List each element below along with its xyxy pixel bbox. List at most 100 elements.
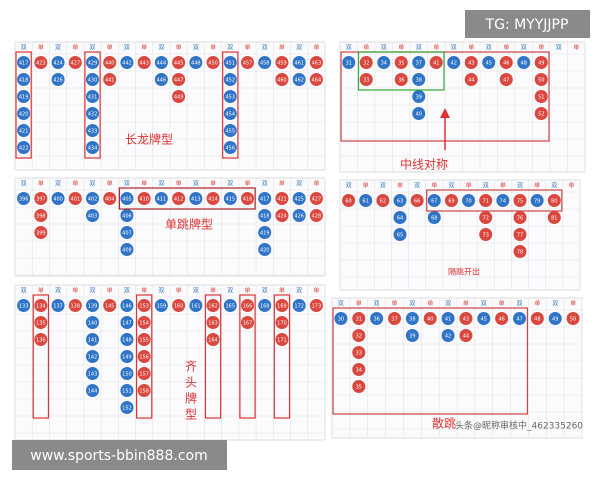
ball: [292, 73, 306, 86]
ball-label: 70: [465, 199, 471, 205]
ball: [359, 194, 373, 207]
ball-label: 160: [174, 304, 184, 310]
header-label: 单: [210, 44, 216, 52]
ball: [120, 384, 134, 397]
ball-label: 419: [260, 231, 270, 237]
header-label: 双: [521, 45, 527, 52]
header-label: 单: [503, 44, 509, 52]
ball-label: 71: [483, 199, 489, 205]
header-label: 双: [124, 288, 130, 295]
header-label: 单: [210, 180, 216, 188]
ball-label: 173: [312, 304, 322, 310]
header-label: 双: [338, 301, 344, 308]
ball: [376, 194, 390, 207]
ball: [86, 316, 99, 329]
ball: [206, 333, 220, 346]
ball-label: 405: [122, 197, 132, 203]
header-label: 单: [72, 287, 78, 295]
ball: [513, 228, 527, 241]
ball-label: 48: [521, 61, 527, 67]
ball: [120, 367, 134, 380]
ball: [423, 312, 437, 325]
ball: [86, 124, 99, 137]
ball: [137, 192, 151, 205]
panel: 双 单 双 单 双 单 双 单 双 单 双 单 双 单 60 61 62 63 64 65 66 67 68 69 70 71 72…: [339, 179, 581, 291]
ball-label: 34: [356, 368, 362, 374]
ball: [223, 73, 237, 86]
ball: [394, 56, 408, 69]
ball-label: 136: [36, 338, 46, 344]
header-label: 单: [72, 180, 78, 188]
ball: [154, 73, 168, 86]
ball-label: 433: [88, 129, 98, 135]
ball-label: 43: [463, 317, 469, 323]
ball-label: 145: [105, 304, 115, 310]
ball-label: 44: [468, 78, 474, 84]
ball-label: 408: [122, 248, 132, 254]
ball: [292, 192, 306, 205]
ball-label: 423: [36, 61, 46, 67]
ball: [120, 243, 134, 256]
ball-label: 37: [416, 61, 422, 67]
header-label: 单: [176, 44, 182, 52]
ball: [517, 56, 531, 69]
ball-label: 152: [122, 406, 132, 412]
ball: [172, 73, 186, 86]
ball-label: 458: [260, 61, 270, 67]
header-label: 单: [433, 44, 439, 52]
ball-label: 46: [498, 317, 504, 323]
ball: [137, 316, 151, 329]
ball-label: 427: [71, 61, 81, 67]
ball: [206, 56, 220, 69]
ball: [189, 299, 203, 312]
header-label: 单: [463, 300, 469, 308]
ball: [120, 56, 134, 69]
ball-label: 162: [208, 304, 218, 310]
header-label: 单: [534, 182, 540, 190]
ball: [86, 56, 99, 69]
ball-label: 48: [534, 317, 540, 323]
ball-label: 161: [191, 304, 201, 310]
ball-label: 149: [122, 355, 132, 361]
ball-label: 428: [312, 214, 322, 220]
ball: [120, 209, 134, 222]
ball: [258, 243, 272, 256]
ball-label: 462: [294, 78, 304, 84]
header-label: 双: [262, 288, 268, 295]
ball-label: 171: [277, 338, 287, 344]
ball: [412, 73, 426, 86]
ball-label: 63: [397, 199, 403, 205]
ball-label: 448: [191, 61, 201, 67]
header-label: 双: [89, 288, 95, 295]
header-label: 双: [262, 45, 268, 52]
header-label: 单: [107, 180, 113, 188]
ball-label: 399: [36, 231, 46, 237]
ball-label: 165: [226, 304, 236, 310]
header-label: 单: [38, 44, 44, 52]
header-label: 双: [551, 183, 557, 190]
header-label: 单: [313, 44, 319, 52]
ball: [462, 194, 476, 207]
ball: [482, 56, 496, 69]
ball-label: 459: [277, 61, 287, 67]
ball-label: 47: [503, 78, 509, 84]
ball-label: 453: [226, 95, 236, 101]
ball-label: 163: [208, 321, 218, 327]
ball-label: 421: [277, 197, 287, 203]
ball: [447, 56, 461, 69]
ball: [241, 192, 254, 205]
header-label: 双: [89, 45, 95, 52]
ball: [68, 56, 82, 69]
ball: [172, 299, 186, 312]
ball: [172, 192, 186, 205]
ball: [352, 312, 366, 325]
ball: [441, 312, 455, 325]
header-label: 单: [499, 300, 505, 308]
ball: [206, 192, 220, 205]
ball-label: 38: [409, 317, 415, 323]
ball: [534, 73, 548, 86]
ball: [223, 124, 237, 137]
ball-label: 429: [88, 61, 98, 67]
ball: [51, 299, 65, 312]
